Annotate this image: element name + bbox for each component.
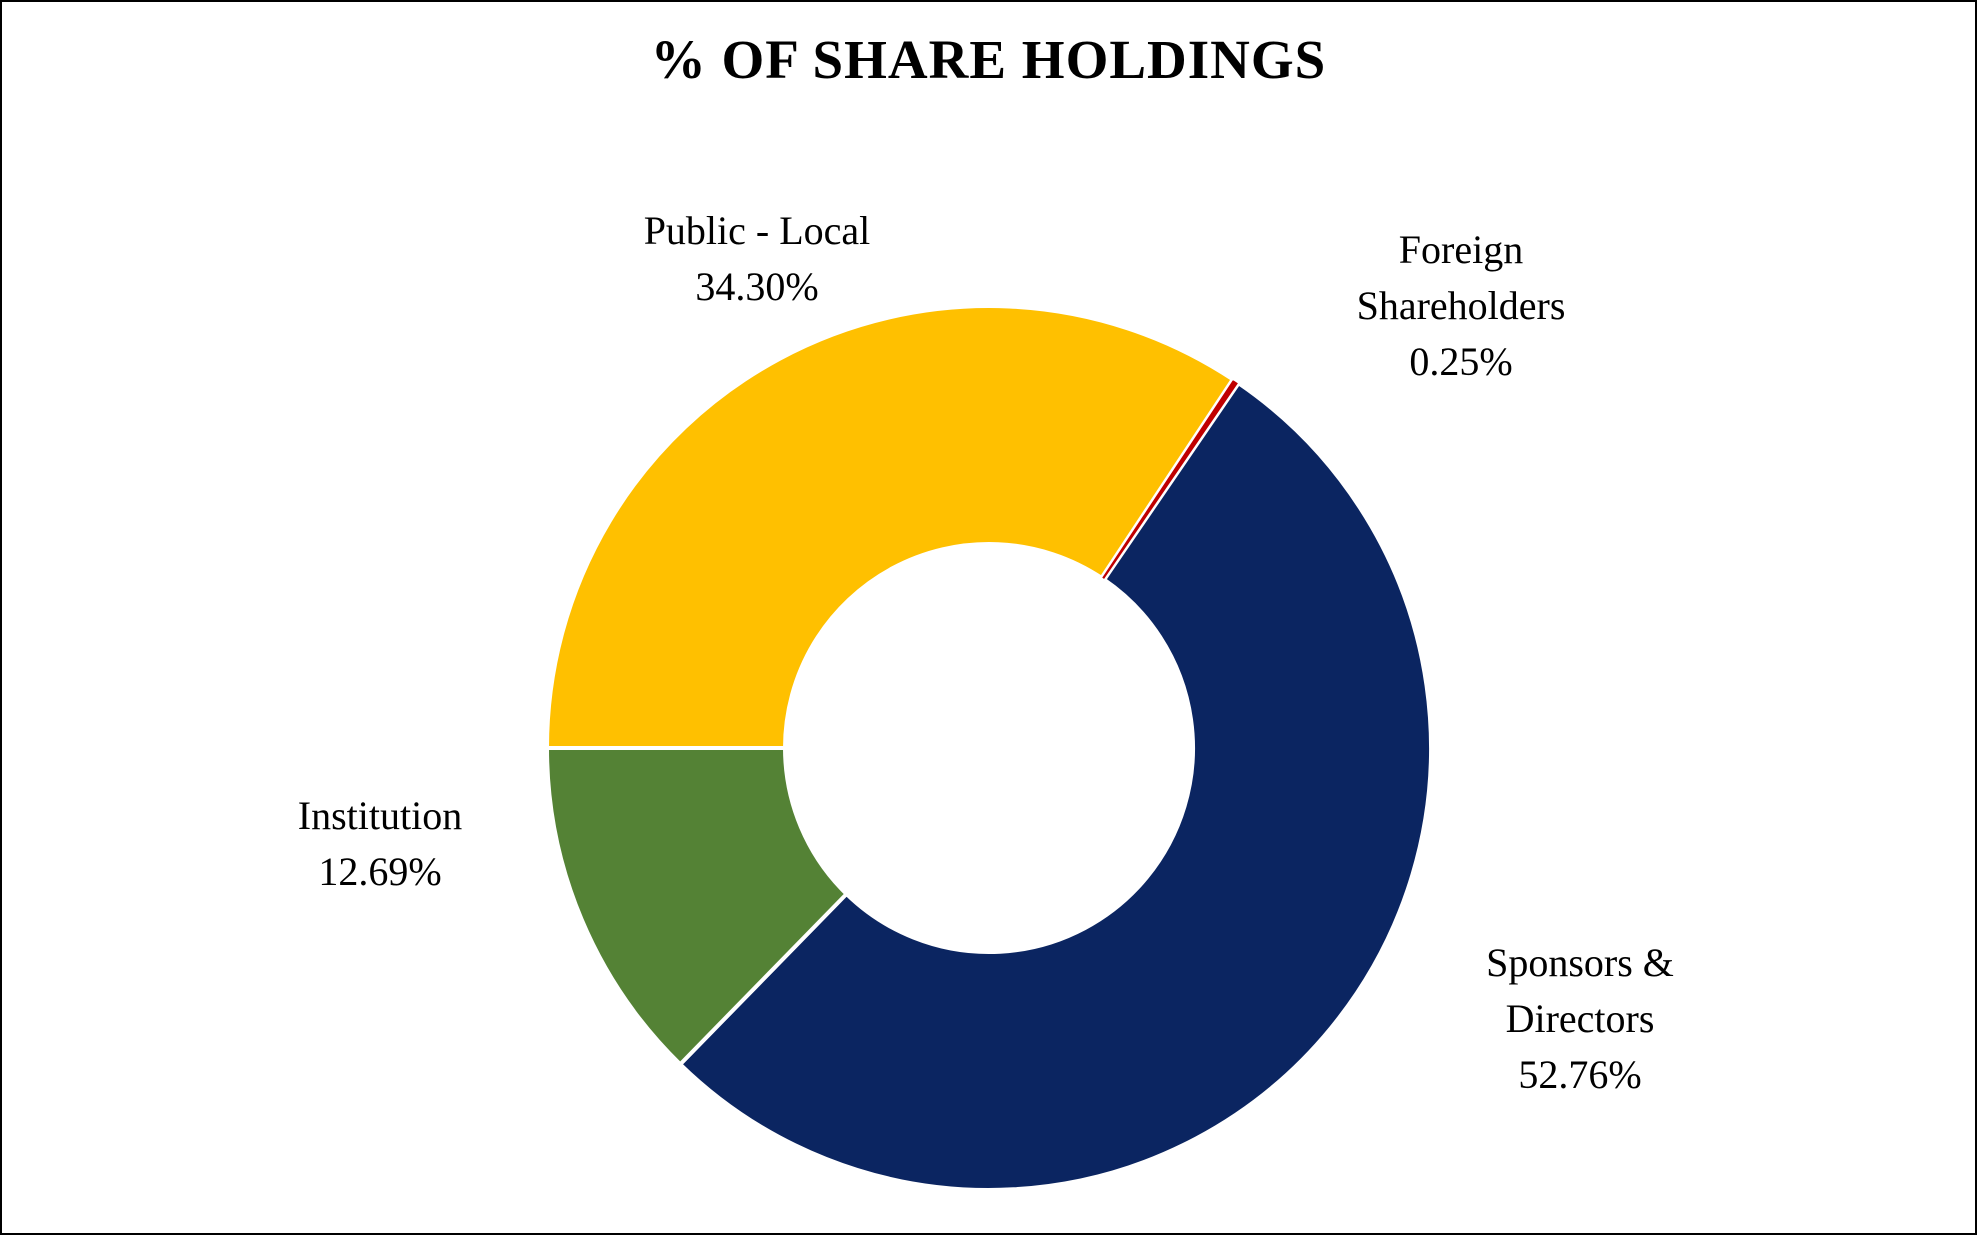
label-foreign-name-line2: Shareholders	[1356, 283, 1566, 328]
donut-segment-public-local	[544, 304, 1236, 750]
label-public-local-value: 34.30%	[695, 264, 819, 309]
label-institution-value: 12.69%	[318, 849, 442, 894]
chart-title: % OF SHARE HOLDINGS	[650, 29, 1327, 90]
donut-segment-institution	[544, 746, 850, 1068]
label-foreign-value: 0.25%	[1409, 339, 1513, 384]
label-sponsors-name-line1: Sponsors &	[1486, 940, 1674, 985]
label-sponsors-directors: Sponsors & Directors 52.76%	[1330, 935, 1830, 1103]
label-foreign-name-line1: Foreign	[1398, 227, 1524, 272]
label-institution-name: Institution	[297, 793, 463, 838]
label-foreign-shareholders: Foreign Shareholders 0.25%	[1211, 222, 1711, 390]
label-public-local: Public - Local 34.30%	[507, 203, 1007, 315]
donut-segment-sponsors-directors	[677, 380, 1433, 1192]
label-public-local-name: Public - Local	[643, 208, 871, 253]
label-sponsors-value: 52.76%	[1518, 1052, 1642, 1097]
label-institution: Institution 12.69%	[130, 788, 630, 900]
label-sponsors-name-line2: Directors	[1505, 996, 1655, 1041]
donut-segment-foreign-shareholders	[1100, 378, 1240, 581]
